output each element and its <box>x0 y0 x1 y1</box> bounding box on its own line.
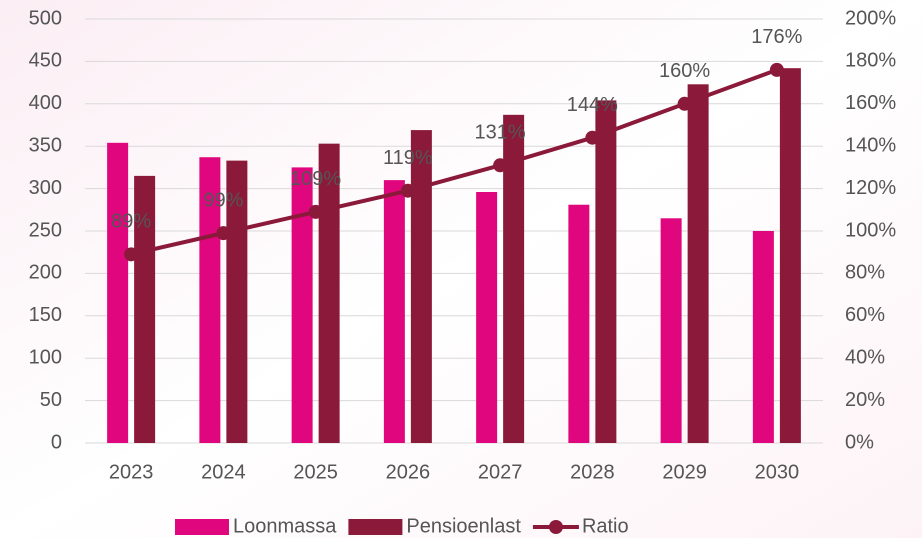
y-tick-label: 350 <box>29 134 62 156</box>
bar <box>595 100 617 444</box>
y-tick-label: 300 <box>29 177 62 199</box>
x-tick-label: 2025 <box>293 461 338 483</box>
x-tick-label: 2023 <box>109 461 154 483</box>
data-label: 131% <box>475 122 526 144</box>
y-tick-label: 250 <box>29 219 62 241</box>
y2-tick-label: 80% <box>845 262 885 284</box>
y2-tick-label: 100% <box>845 219 896 241</box>
data-label: 109% <box>290 168 341 190</box>
y2-tick-label: 180% <box>845 50 896 72</box>
point <box>400 183 415 198</box>
bar <box>107 142 129 444</box>
point <box>308 204 323 219</box>
line <box>130 68 778 257</box>
x-tick-label: 2028 <box>570 461 615 483</box>
legend-swatch <box>348 519 403 535</box>
bar <box>660 218 682 443</box>
data-label: 160% <box>659 60 710 82</box>
bar <box>752 231 774 443</box>
bar <box>503 114 525 443</box>
data-label: 99% <box>203 189 243 211</box>
y2-tick-label: 40% <box>845 346 885 368</box>
y-tick-label: 100 <box>29 346 62 368</box>
point <box>769 62 784 77</box>
y2-tick-label: 60% <box>845 304 885 326</box>
y2-tick-label: 160% <box>845 92 896 114</box>
y2-tick-label: 0% <box>845 431 874 453</box>
y2-tick-label: 20% <box>845 389 885 411</box>
y-tick-label: 150 <box>29 304 62 326</box>
legend-label: Loonmassa <box>233 515 337 537</box>
legend-swatch <box>548 520 563 534</box>
legend-label: Pensioenlast <box>406 515 521 537</box>
data-label: 89% <box>111 211 151 233</box>
y2-tick-label: 140% <box>845 134 896 156</box>
bar <box>779 68 801 444</box>
y-tick-label: 0 <box>51 431 62 453</box>
x-tick-label: 2029 <box>662 461 707 483</box>
bar <box>687 84 709 444</box>
point <box>493 158 508 173</box>
y-tick-label: 500 <box>29 7 62 29</box>
bar <box>410 130 432 443</box>
x-tick-label: 2026 <box>386 461 431 483</box>
data-label: 144% <box>567 94 618 116</box>
bar <box>291 167 313 443</box>
bar <box>134 175 156 443</box>
x-tick-label: 2030 <box>755 461 800 483</box>
y-tick-label: 200 <box>29 262 62 284</box>
x-tick-label: 2024 <box>201 461 246 483</box>
y-tick-label: 450 <box>29 50 62 72</box>
y2-tick-label: 120% <box>845 177 896 199</box>
y-tick-label: 400 <box>29 92 62 114</box>
x-tick-label: 2027 <box>478 461 523 483</box>
bar <box>568 204 590 443</box>
bar <box>383 180 405 443</box>
point <box>216 226 231 241</box>
bar <box>476 191 498 443</box>
y2-tick-label: 200% <box>845 7 896 29</box>
y-tick-label: 50 <box>40 389 62 411</box>
point <box>124 247 139 262</box>
point <box>677 96 692 111</box>
bar <box>318 143 340 443</box>
data-label: 176% <box>751 26 802 48</box>
data-label: 119% <box>383 147 433 169</box>
legend-swatch <box>175 519 229 535</box>
point <box>585 130 600 145</box>
legend-label: Ratio <box>582 515 629 537</box>
bar <box>199 157 221 443</box>
